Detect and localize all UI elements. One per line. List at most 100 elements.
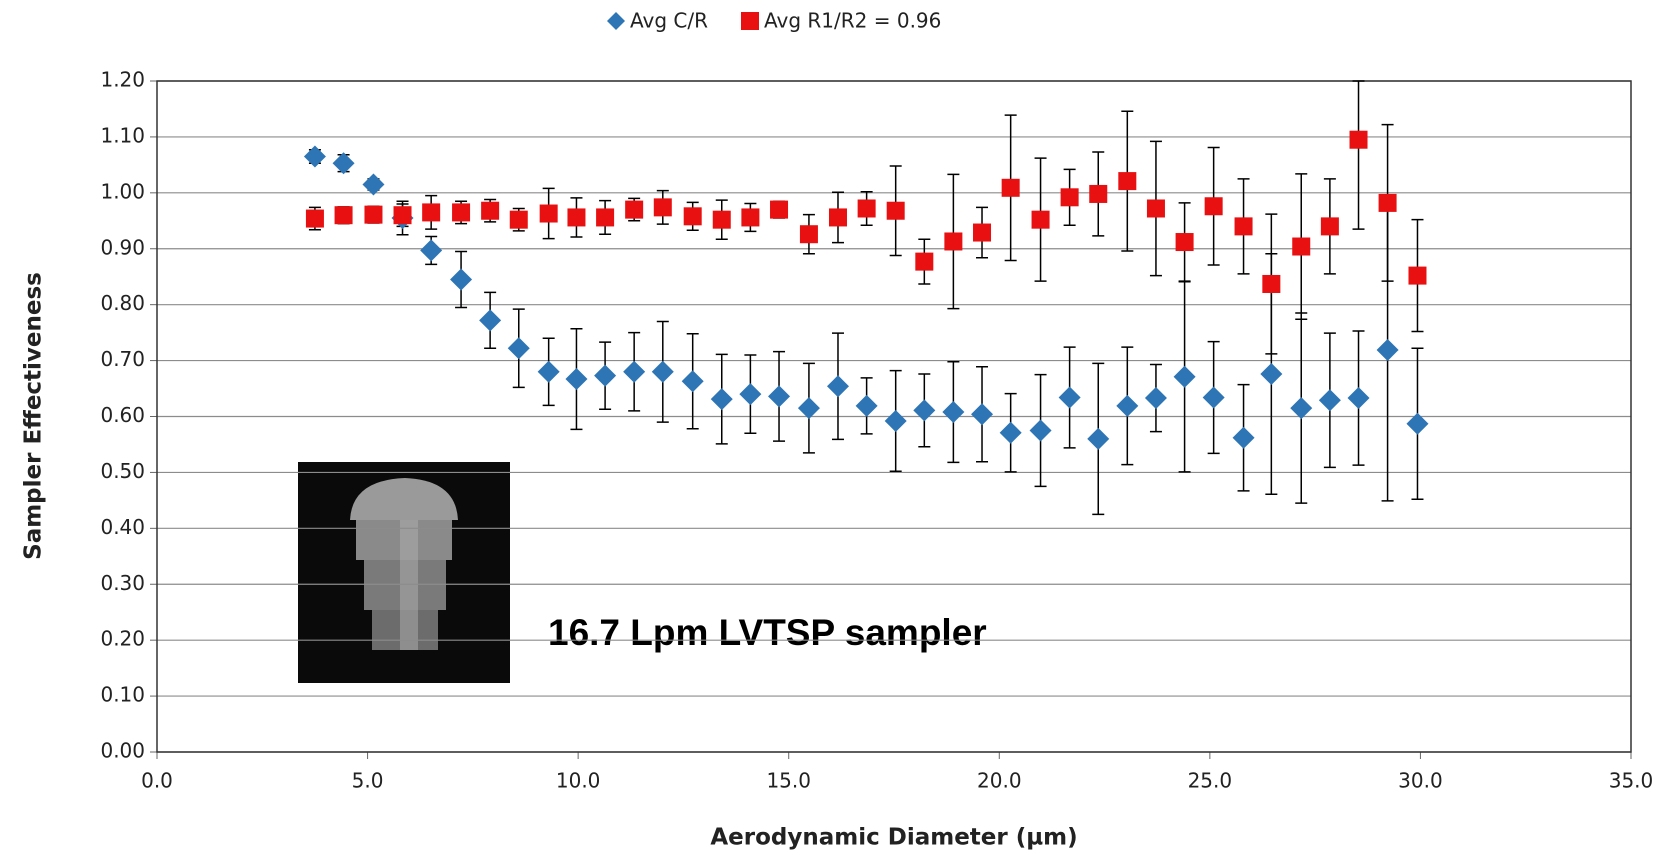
- diamond-marker: [332, 152, 355, 175]
- diamond-marker: [1318, 389, 1341, 412]
- square-marker: [944, 232, 963, 251]
- square-marker: [915, 252, 934, 271]
- y-tick-label: 0.60: [100, 403, 145, 427]
- square-marker: [1146, 199, 1165, 218]
- diamond-marker: [362, 173, 385, 196]
- square-marker: [1378, 193, 1397, 212]
- y-axis-title: Sampler Effectiveness: [21, 272, 47, 560]
- square-marker: [886, 201, 905, 220]
- diamond-marker: [1087, 427, 1110, 450]
- y-tick-label: 0.40: [100, 515, 145, 539]
- square-marker: [1204, 197, 1223, 216]
- square-marker: [683, 207, 702, 226]
- diamond-marker: [739, 383, 762, 406]
- square-marker: [973, 223, 992, 242]
- diamond-marker: [1290, 397, 1313, 420]
- square-marker: [539, 204, 558, 223]
- square-marker: [481, 201, 500, 220]
- x-axis-title: Aerodynamic Diameter (µm): [710, 825, 1077, 851]
- diamond-marker: [710, 388, 733, 411]
- square-marker: [653, 198, 672, 217]
- diamond-marker: [797, 397, 820, 420]
- square-marker: [1262, 274, 1281, 293]
- square-marker: [422, 203, 441, 222]
- square-marker: [364, 205, 383, 224]
- square-marker: [712, 210, 731, 229]
- y-tick-label: 0.70: [100, 347, 145, 371]
- x-tick-label: 35.0: [1609, 769, 1654, 793]
- diamond-marker: [999, 421, 1022, 444]
- square-marker: [857, 199, 876, 218]
- square-marker: [741, 208, 760, 227]
- diamond-marker: [913, 399, 936, 422]
- diamond-marker: [1116, 394, 1139, 417]
- square-marker: [828, 208, 847, 227]
- square-marker: [1408, 266, 1427, 285]
- square-marker: [1349, 130, 1368, 149]
- legend-marker: [741, 12, 759, 30]
- diamond-marker: [1406, 412, 1429, 435]
- x-tick-label: 30.0: [1398, 769, 1443, 793]
- legend-label: Avg R1/R2 = 0.96: [764, 9, 941, 33]
- legend-label: Avg C/R: [630, 9, 708, 33]
- square-marker: [799, 225, 818, 244]
- x-tick-label: 5.0: [352, 769, 384, 793]
- y-tick-label: 0.50: [100, 459, 145, 483]
- x-tick-label: 0.0: [141, 769, 173, 793]
- square-marker: [1060, 188, 1079, 207]
- square-marker: [1089, 184, 1108, 203]
- diamond-marker: [623, 360, 646, 383]
- diamond-marker: [826, 375, 849, 398]
- diamond-marker: [681, 370, 704, 393]
- diamond-marker: [565, 368, 588, 391]
- diamond-marker: [768, 385, 791, 408]
- square-marker: [1118, 172, 1137, 191]
- square-marker: [1175, 233, 1194, 252]
- diamond-marker: [651, 360, 674, 383]
- y-tick-label: 0.20: [100, 627, 145, 651]
- diamond-marker: [479, 309, 502, 332]
- diamond-marker: [1029, 419, 1052, 442]
- diamond-marker: [420, 239, 443, 262]
- legend-marker: [607, 12, 625, 30]
- diamond-marker: [450, 268, 473, 291]
- square-marker: [393, 206, 412, 225]
- square-marker: [596, 208, 615, 227]
- y-tick-label: 0.90: [100, 235, 145, 259]
- diamond-marker: [1260, 363, 1283, 386]
- diamond-marker: [971, 403, 994, 426]
- square-marker: [305, 209, 324, 228]
- square-marker: [625, 200, 644, 219]
- y-tick-label: 0.80: [100, 291, 145, 315]
- y-tick-label: 1.10: [100, 123, 145, 147]
- square-marker: [1292, 237, 1311, 256]
- square-marker: [567, 208, 586, 227]
- square-marker: [334, 206, 353, 225]
- plot-border: [156, 80, 1632, 753]
- diamond-marker: [884, 409, 907, 432]
- square-marker: [1320, 217, 1339, 236]
- y-tick-label: 0.30: [100, 571, 145, 595]
- x-tick-label: 25.0: [1188, 769, 1233, 793]
- annotation: 16.7 Lpm LVTSP sampler: [548, 612, 987, 653]
- square-marker: [1031, 210, 1050, 229]
- diamond-marker: [1202, 386, 1225, 409]
- x-tick-label: 20.0: [977, 769, 1022, 793]
- diamond-marker: [855, 394, 878, 417]
- x-tick-label: 10.0: [556, 769, 601, 793]
- diamond-marker: [942, 401, 965, 424]
- square-marker: [770, 200, 789, 219]
- diamond-marker: [1347, 387, 1370, 410]
- diamond-marker: [1058, 386, 1081, 409]
- square-marker: [452, 203, 471, 222]
- square-marker: [1234, 217, 1253, 236]
- diamond-marker: [537, 360, 560, 383]
- x-tick-label: 15.0: [766, 769, 811, 793]
- y-tick-label: 1.20: [100, 68, 145, 92]
- diamond-marker: [303, 145, 326, 168]
- error-bar: [1352, 80, 1365, 230]
- y-tick-label: 0.00: [100, 739, 145, 763]
- diamond-marker: [1376, 338, 1399, 361]
- diamond-marker: [507, 337, 530, 360]
